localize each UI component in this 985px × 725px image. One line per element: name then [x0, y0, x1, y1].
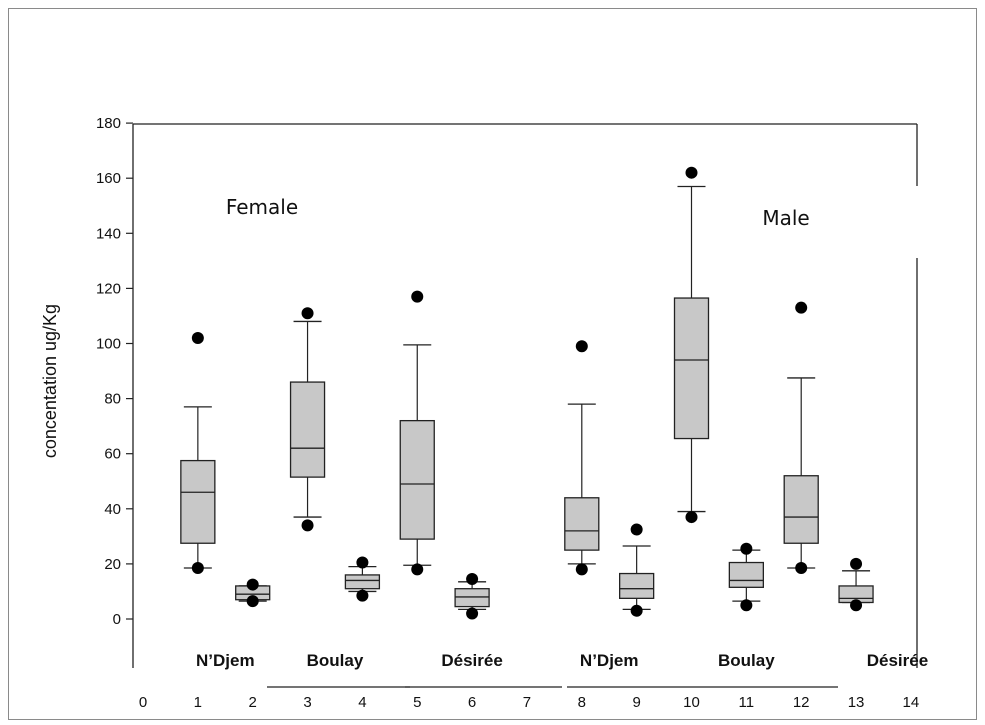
outlier-point	[575, 340, 588, 353]
outlier-point	[301, 519, 314, 532]
iqr-box	[180, 459, 216, 544]
outlier-point	[301, 307, 314, 320]
group-label: Boulay	[718, 651, 775, 670]
outlier-point	[850, 557, 863, 570]
iqr-box	[673, 297, 710, 440]
iqr-box	[344, 574, 381, 590]
y-tick-label: 120	[96, 280, 121, 297]
outlier-point	[466, 607, 479, 620]
outlier-point	[740, 599, 753, 612]
x-tick-label: 1	[194, 694, 202, 711]
iqr-box	[728, 561, 764, 588]
annotation-male: Male	[762, 206, 809, 230]
outlier-point	[630, 523, 643, 536]
outlier-point	[795, 301, 808, 314]
outlier-point	[356, 589, 369, 602]
box-12	[783, 301, 819, 575]
box-5	[399, 290, 435, 576]
outlier-point	[575, 563, 588, 576]
outlier-point	[630, 604, 643, 617]
group-label: Boulay	[307, 651, 364, 670]
y-tick-label: 80	[104, 391, 121, 408]
x-tick-label: 9	[632, 694, 640, 711]
y-tick-label: 0	[113, 611, 121, 628]
y-tick-label: 180	[96, 115, 121, 132]
x-tick-label: 4	[358, 694, 366, 711]
group-label: N’Djem	[196, 651, 255, 670]
axes: 0 20 40 60 80 100 120 140 160 180	[96, 115, 918, 688]
outlier-point	[795, 562, 808, 575]
chart-frame	[8, 8, 977, 720]
outlier-point	[411, 563, 424, 576]
outlier-point	[850, 599, 863, 612]
x-tick-label: 0	[139, 694, 147, 711]
iqr-box	[783, 475, 819, 544]
outlier-point	[191, 562, 204, 575]
box-10	[673, 166, 710, 524]
box-8	[564, 340, 600, 576]
x-tick-label: 6	[468, 694, 476, 711]
y-tick-label: 160	[96, 170, 121, 187]
x-tick-label: 7	[523, 694, 531, 711]
annotation-female: Female	[226, 195, 298, 219]
y-tick-label: 60	[104, 446, 121, 463]
outlier-point	[356, 556, 369, 569]
y-tick-label: 20	[104, 556, 121, 573]
x-tick-label: 12	[793, 694, 810, 711]
x-tick-label: 3	[303, 694, 311, 711]
group-label: Désirée	[867, 651, 928, 670]
x-tick-label: 13	[848, 694, 865, 711]
outlier-point	[411, 290, 424, 303]
x-tick-label: 11	[739, 694, 755, 711]
box-2	[235, 578, 271, 608]
iqr-box	[399, 419, 435, 540]
labels: concentation ug/Kg0 1 2 3 4 5 6 7 8 9 10 11 12 13 14N’…	[40, 195, 928, 711]
box-3	[289, 307, 326, 532]
y-axis-label: concentation ug/Kg	[40, 304, 60, 458]
x-tick-label: 10	[683, 694, 700, 711]
box-11	[728, 542, 764, 612]
x-tick-label: 14	[903, 694, 920, 711]
iqr-box	[619, 572, 655, 599]
outlier-point	[246, 595, 259, 608]
x-tick-label: 8	[578, 694, 586, 711]
iqr-box	[289, 381, 326, 478]
x-tick-label: 5	[413, 694, 421, 711]
y-tick-label: 100	[96, 336, 121, 353]
box-13	[838, 557, 874, 612]
x-tick-label: 2	[249, 694, 257, 711]
y-tick-label: 40	[104, 501, 121, 518]
box-6	[454, 573, 490, 620]
boxes	[180, 166, 874, 620]
outlier-point	[685, 511, 698, 524]
outlier-point	[466, 573, 479, 586]
group-label: N’Djem	[580, 651, 639, 670]
iqr-box	[564, 497, 600, 551]
outlier-point	[246, 578, 259, 591]
outlier-point	[191, 331, 204, 344]
outlier-point	[685, 166, 698, 179]
group-label: Désirée	[441, 651, 502, 670]
box-4	[344, 556, 381, 602]
box-9	[619, 523, 655, 617]
outlier-point	[740, 542, 753, 555]
box-1	[180, 331, 216, 575]
iqr-box	[454, 588, 490, 608]
y-tick-label: 140	[96, 225, 121, 242]
